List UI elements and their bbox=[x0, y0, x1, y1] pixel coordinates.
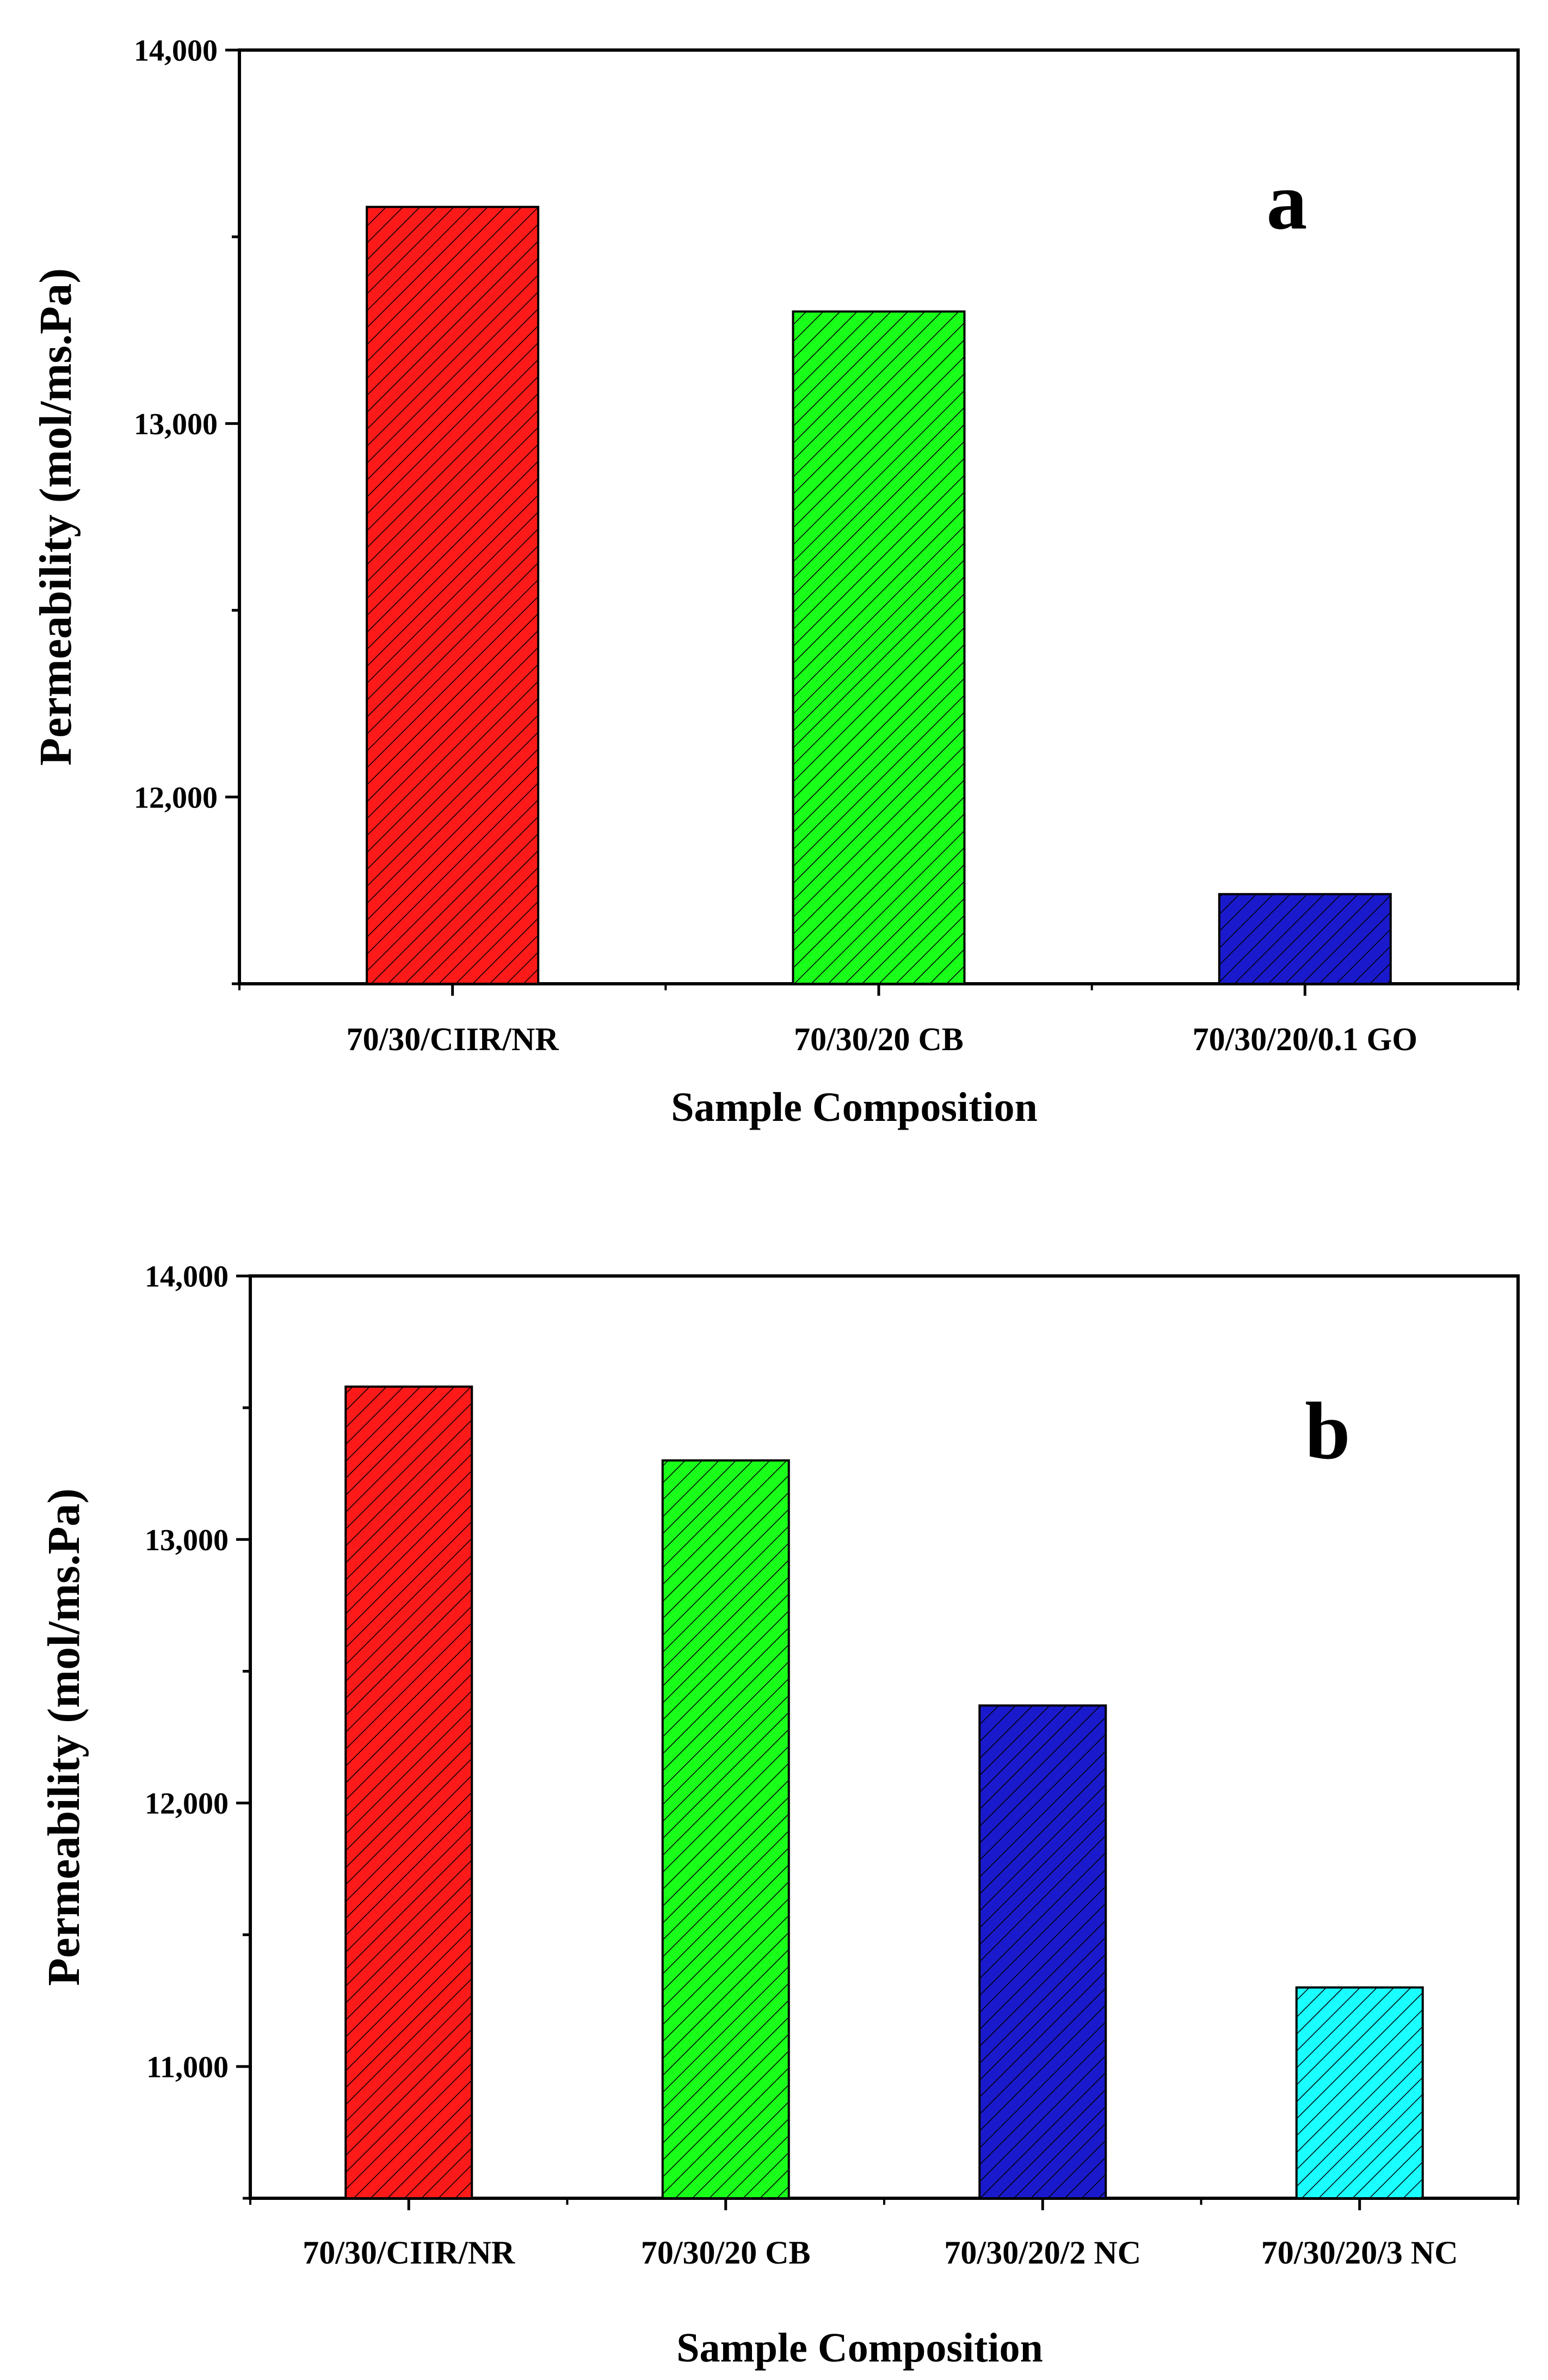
chart-b-svg: 70/30/CIIR/NR 70/30/20 CB 70/30/20/2 NC 70/… bbox=[39, 1260, 1520, 2371]
y-tick-label: 13,000 bbox=[145, 1524, 229, 1557]
bar-2 bbox=[661, 1459, 790, 2199]
bar-3 bbox=[1218, 893, 1392, 985]
category-label-1: 70/30/CIIR/NR bbox=[303, 2235, 515, 2271]
y-tick-label: 14,000 bbox=[145, 1260, 229, 1294]
bar-4 bbox=[1295, 1986, 1424, 2199]
category-label-1: 70/30/CIIR/NR bbox=[347, 1021, 559, 1057]
chart-panel-b: 70/30/CIIR/NR 70/30/20 CB 70/30/20/2 NC 70/… bbox=[0, 1197, 1548, 2377]
category-label-2: 70/30/20 CB bbox=[641, 2235, 811, 2271]
y-axis-label: Permeability (mol/ms.Pa) bbox=[39, 1488, 89, 1986]
y-tick-label: 14,000 bbox=[134, 34, 218, 68]
x-axis-label: Sample Composition bbox=[671, 1084, 1038, 1130]
bar-1 bbox=[344, 1385, 473, 2199]
chart-a-svg: 70/30/CIIR/NR 70/30/20 CB 70/30/20/0.1 GO 1… bbox=[30, 34, 1520, 1130]
category-label-4: 70/30/20/3 NC bbox=[1261, 2235, 1458, 2271]
panel-label: a bbox=[1267, 156, 1308, 246]
y-tick-label: 11,000 bbox=[146, 2050, 229, 2084]
panel-label: b bbox=[1305, 1386, 1350, 1476]
bar-3 bbox=[978, 1704, 1107, 2199]
chart-panel-a: 70/30/CIIR/NR 70/30/20 CB 70/30/20/0.1 GO 1… bbox=[0, 0, 1548, 1132]
category-label-2: 70/30/20 CB bbox=[794, 1021, 964, 1057]
category-label-3: 70/30/20/2 NC bbox=[944, 2235, 1141, 2271]
y-tick-label: 12,000 bbox=[134, 781, 218, 815]
y-tick-label: 12,000 bbox=[145, 1787, 229, 1821]
category-label-3: 70/30/20/0.1 GO bbox=[1193, 1021, 1417, 1057]
y-axis-label: Permeability (mol/ms.Pa) bbox=[30, 268, 81, 766]
bar-2 bbox=[792, 310, 966, 985]
y-tick-label: 13,000 bbox=[134, 408, 218, 441]
bar-1 bbox=[366, 206, 540, 985]
x-axis-label: Sample Composition bbox=[676, 2325, 1043, 2371]
